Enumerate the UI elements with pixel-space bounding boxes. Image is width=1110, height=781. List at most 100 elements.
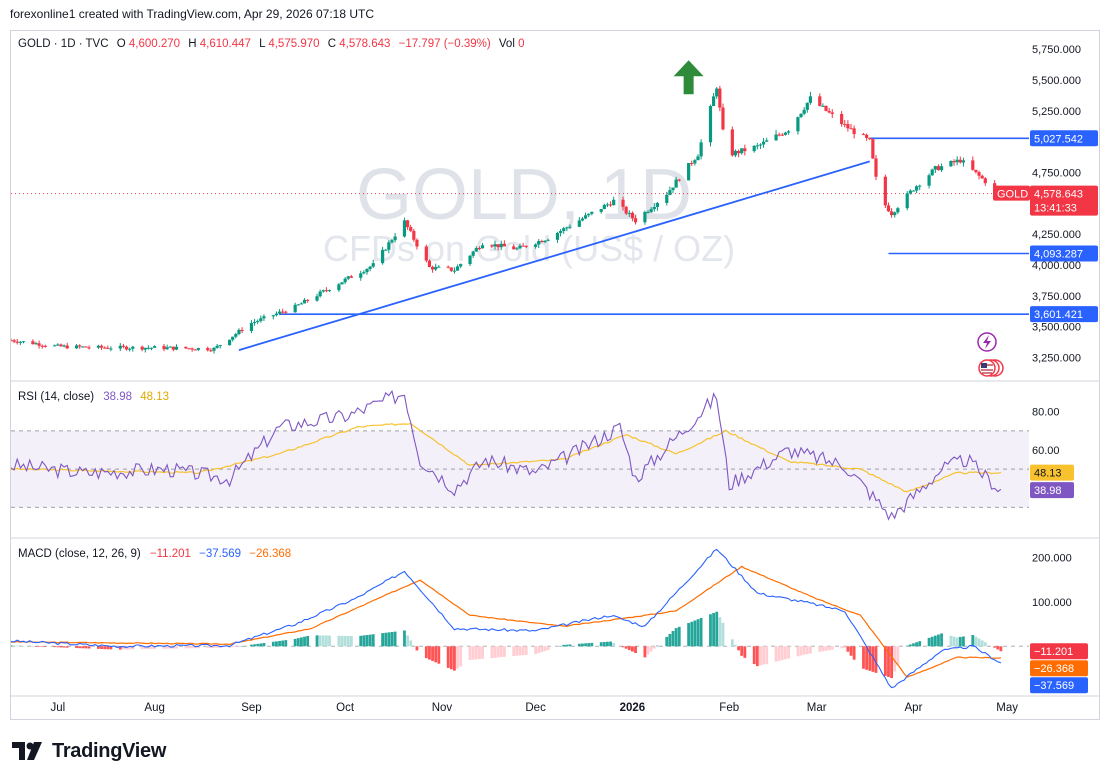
candle	[234, 332, 238, 339]
candle-body	[324, 290, 328, 292]
price-axis[interactable]: 5,750.000 5,500.000 5,250.000 4,750.000 4,25…	[993, 44, 1098, 694]
candle	[118, 343, 122, 352]
candle-body	[81, 346, 85, 348]
current-price-tag[interactable]	[1030, 185, 1098, 216]
candle	[721, 103, 725, 131]
candle-body	[846, 124, 850, 129]
legend-high-label: H	[188, 38, 196, 50]
rsi-legend[interactable]: RSI (14, close) 38.98 48.13	[18, 391, 169, 403]
level-tag-1[interactable]	[1030, 130, 1098, 147]
candle-body	[11, 340, 13, 342]
macd-hist-bar	[696, 619, 700, 647]
candle	[318, 289, 322, 298]
candle-body	[696, 156, 700, 161]
candle	[471, 250, 475, 258]
candle	[612, 196, 616, 206]
level-tag-3[interactable]	[1030, 306, 1098, 323]
chart-frame[interactable]: GOLD, 1D CFDs on Gold (US$ / OZ) 5,750.0…	[10, 30, 1100, 720]
symbol-tag[interactable]	[993, 185, 1030, 201]
macd-hist-bar	[624, 646, 628, 649]
candle	[296, 303, 300, 306]
macd-hist-bar	[843, 646, 847, 648]
candle	[952, 159, 956, 166]
level-tag-label-1: 5,027.542	[1034, 133, 1083, 145]
candle	[412, 228, 416, 242]
level-tag-2[interactable]	[1030, 245, 1098, 262]
candle	[961, 157, 966, 167]
macd-hist-bar	[431, 646, 434, 661]
time-label-dec: Dec	[525, 702, 546, 714]
candle	[196, 347, 200, 352]
candle-body	[227, 339, 232, 346]
candle-body	[955, 159, 959, 163]
macd-hist-bar	[362, 635, 366, 647]
macd-hist-bar	[281, 640, 285, 647]
candle-body	[865, 134, 869, 138]
macd-hist-bar	[262, 643, 266, 647]
candle	[131, 345, 135, 352]
time-axis[interactable]: Jul Aug Sep Oct Nov Dec 2026 Feb Mar Apr May	[50, 702, 1018, 714]
candle	[977, 170, 981, 180]
macd-hist-bar	[599, 642, 603, 647]
candle-body	[521, 245, 525, 247]
candle-body	[608, 204, 613, 206]
macd-hist-bar	[537, 646, 541, 654]
candle-body	[162, 346, 166, 350]
candle-body	[908, 190, 912, 194]
candle	[580, 216, 585, 222]
candle-body	[843, 124, 847, 126]
candle	[128, 347, 132, 352]
candle	[577, 217, 581, 228]
legend-open: 4,600.270	[129, 38, 180, 50]
candle	[455, 264, 460, 271]
chart-canvas[interactable]: GOLD, 1D CFDs on Gold (US$ / OZ) 5,750.0…	[11, 31, 1099, 719]
svg-text:GOLD · 1D · TVC O: GOLD · 1D · TVC O 4,600.270 H 4,610.447 …	[18, 38, 525, 50]
candle-body	[18, 341, 22, 343]
macd-hist-bar	[437, 646, 441, 664]
candle-body	[65, 345, 69, 349]
us-flag-canton	[981, 363, 987, 368]
candle	[490, 244, 494, 249]
level-tag-label-3: 3,601.421	[1034, 309, 1083, 321]
rsi-ma-tag[interactable]	[1030, 464, 1074, 481]
candle	[871, 138, 875, 159]
events-icons[interactable]	[977, 332, 1004, 377]
price-legend[interactable]: GOLD · 1D · TVC O 4,600.270 H 4,610.447 …	[18, 38, 525, 50]
candle-body	[281, 311, 285, 313]
macd-tag-3[interactable]	[1030, 677, 1088, 694]
candle	[34, 341, 38, 345]
macd-tag-2[interactable]	[1030, 660, 1088, 677]
candle	[558, 229, 563, 237]
rsi-tag[interactable]	[1030, 482, 1074, 499]
green-arrow-up-icon[interactable]	[673, 60, 704, 95]
candle-body	[493, 244, 497, 247]
price-tick-label: 3,500.000	[1032, 322, 1081, 334]
macd-hist-bar	[949, 635, 953, 647]
macd-hist-bar	[474, 646, 478, 660]
time-label-oct: Oct	[336, 702, 355, 714]
candle	[818, 93, 822, 107]
macd-tag-1[interactable]	[1030, 643, 1088, 660]
candle	[805, 102, 809, 113]
candle	[337, 282, 341, 292]
trendline[interactable]	[238, 160, 871, 351]
candle	[843, 119, 847, 128]
candle-body	[537, 241, 541, 245]
candle	[646, 210, 650, 214]
candle-body	[496, 244, 500, 248]
legend-symbol: GOLD · 1D · TVC	[18, 38, 109, 50]
candle	[390, 238, 394, 244]
macd-hist-bar	[493, 646, 497, 658]
candle-body	[580, 218, 585, 221]
candle-body	[796, 117, 800, 132]
candle-body	[896, 208, 900, 213]
candle-body	[196, 348, 200, 350]
candle	[99, 344, 104, 351]
candle-body	[755, 145, 759, 147]
candle-body	[740, 148, 744, 154]
candle	[143, 347, 147, 353]
macd-legend[interactable]: MACD (close, 12, 26, 9) −11.201 −37.569 …	[18, 548, 291, 560]
candle	[302, 298, 307, 304]
candle	[18, 340, 22, 346]
macd-hist-bar	[721, 622, 725, 647]
